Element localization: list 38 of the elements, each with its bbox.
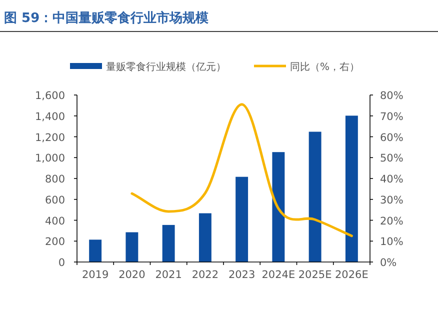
- y-tick-label: 400: [44, 215, 65, 228]
- y2-tick-label: 40%: [380, 174, 404, 186]
- y-tick-label: 1,600: [34, 90, 65, 102]
- x-tick-label: 2024E: [262, 269, 296, 281]
- bar: [236, 176, 248, 262]
- x-tick-label: 2023: [228, 269, 256, 281]
- y2-tick-label: 0%: [380, 257, 397, 269]
- x-tick-label: 2025E: [298, 269, 332, 281]
- y-tick-label: 200: [44, 236, 65, 248]
- y2-tick-label: 80%: [380, 90, 404, 102]
- bar: [126, 232, 138, 262]
- bar: [89, 240, 102, 262]
- x-tick-label: 2026E: [335, 269, 368, 281]
- bar: [345, 116, 358, 262]
- y2-tick-label: 70%: [380, 110, 404, 123]
- y-tick-label: 1,400: [34, 110, 65, 123]
- x-tick-label: 2021: [155, 269, 182, 281]
- y-tick-label: 1,000: [34, 152, 65, 165]
- x-tick-label: 2019: [82, 269, 109, 281]
- y2-tick-label: 20%: [380, 215, 404, 228]
- y2-tick-label: 30%: [380, 194, 404, 206]
- y-tick-label: 0: [58, 257, 65, 269]
- x-tick-label: 2022: [192, 269, 219, 281]
- bar: [272, 152, 285, 262]
- chart-title: 图 59：中国量贩零食行业市场规模: [4, 10, 209, 26]
- y2-tick-label: 10%: [380, 236, 404, 248]
- bar: [162, 224, 175, 262]
- y-tick-label: 1,200: [34, 132, 65, 144]
- bar: [198, 213, 212, 262]
- x-tick-label: 2020: [118, 269, 146, 281]
- y-tick-label: 600: [44, 194, 65, 206]
- y-tick-label: 800: [44, 174, 65, 186]
- bar: [308, 132, 322, 262]
- line-series: [130, 103, 353, 238]
- legend-label: 同比（%，右）: [290, 61, 360, 73]
- y2-tick-label: 50%: [380, 152, 404, 165]
- legend-label: 量贩零食行业规模（亿元）: [106, 61, 226, 73]
- y2-tick-label: 60%: [380, 132, 404, 144]
